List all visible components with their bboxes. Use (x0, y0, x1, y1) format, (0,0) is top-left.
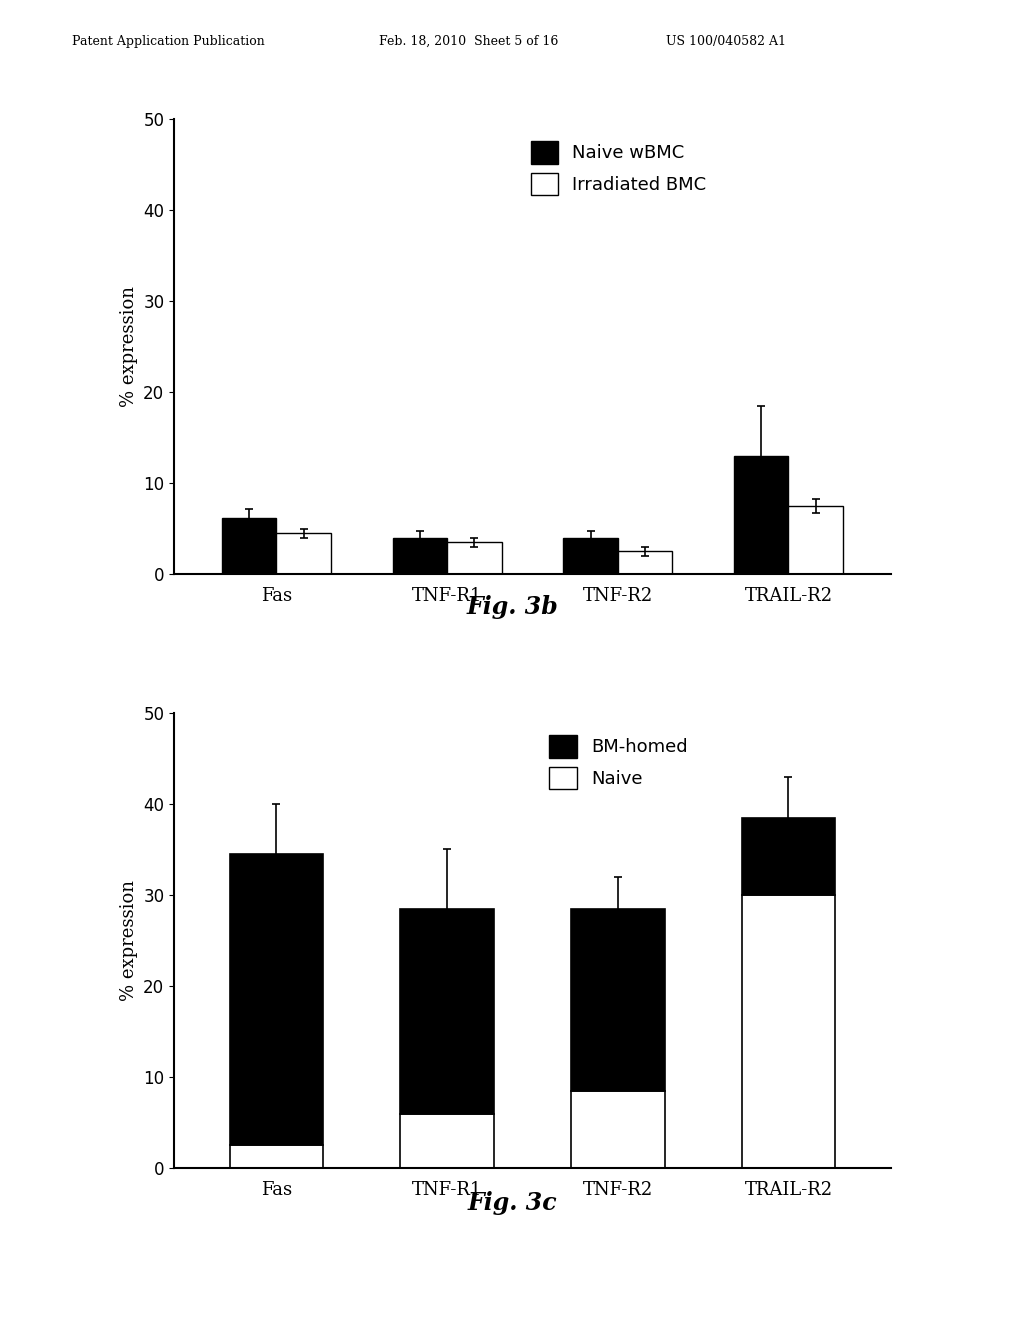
Bar (276, 533, 331, 574)
Bar (617, 552, 673, 574)
Text: US 100/040582 A1: US 100/040582 A1 (666, 34, 785, 48)
Y-axis label: % expression: % expression (120, 286, 137, 407)
Bar (741, 895, 836, 1168)
Text: Patent Application Publication: Patent Application Publication (72, 34, 264, 48)
Bar (563, 537, 617, 574)
Bar (741, 817, 836, 895)
Bar (400, 1114, 495, 1168)
Bar (571, 1090, 665, 1168)
Bar (400, 908, 495, 1114)
Bar (392, 537, 447, 574)
Legend: BM-homed, Naive: BM-homed, Naive (550, 735, 687, 788)
Bar (222, 517, 276, 574)
Text: Fig. 3c: Fig. 3c (467, 1192, 557, 1216)
Legend: Naive wBMC, Irradiated BMC: Naive wBMC, Irradiated BMC (530, 141, 707, 194)
Bar (229, 1146, 324, 1168)
Text: Fig. 3b: Fig. 3b (466, 595, 558, 619)
Bar (229, 854, 324, 1146)
Bar (571, 908, 665, 1090)
Bar (447, 543, 502, 574)
Text: Feb. 18, 2010  Sheet 5 of 16: Feb. 18, 2010 Sheet 5 of 16 (379, 34, 558, 48)
Bar (788, 506, 843, 574)
Y-axis label: % expression: % expression (120, 880, 137, 1001)
Bar (734, 455, 788, 574)
